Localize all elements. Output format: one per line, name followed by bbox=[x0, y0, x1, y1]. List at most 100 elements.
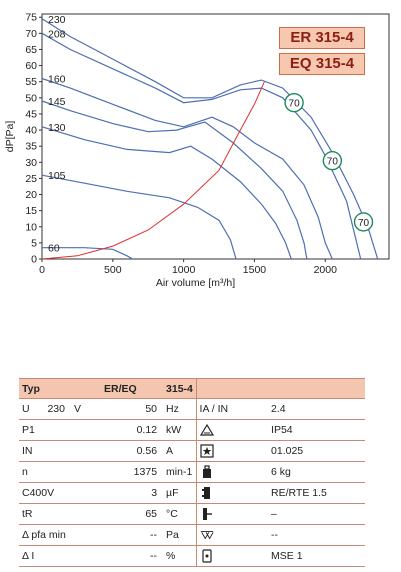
plot-frame bbox=[41, 13, 390, 260]
fan-curve-208 bbox=[41, 32, 362, 260]
fan-curve-105 bbox=[41, 174, 237, 260]
x-axis-label: Air volume [m³/h] bbox=[156, 277, 235, 289]
fan-curve-label-130: 130 bbox=[48, 122, 66, 134]
pressure-switch-icon bbox=[196, 524, 219, 546]
row-speed-symbol: n bbox=[19, 461, 102, 483]
y-tick-label: 70 bbox=[25, 28, 37, 40]
fan-curve-60 bbox=[42, 247, 133, 260]
y-tick-label: 30 bbox=[25, 157, 37, 169]
fan-curve-145 bbox=[41, 100, 308, 260]
x-tick-label: 1500 bbox=[243, 264, 267, 276]
row-frequency-unit: Hz bbox=[163, 398, 197, 420]
table-row: n 1375 min-1 6 kg bbox=[19, 461, 366, 483]
x-tick-label: 0 bbox=[39, 264, 45, 276]
row-pressure-switch-value: -- bbox=[268, 524, 366, 546]
row-current-ratio-label: IA / IN bbox=[196, 398, 269, 420]
operating-point-label: 70 bbox=[358, 218, 370, 229]
row-motor-switch-value: MSE 1 bbox=[268, 545, 366, 567]
header-model: ER/EQ bbox=[101, 378, 164, 399]
operating-point-marker bbox=[322, 150, 343, 171]
row-speed-controller-value: RE/RTE 1.5 bbox=[268, 482, 366, 504]
table-row: Δ I -- % MSE 1 bbox=[19, 545, 366, 567]
table-row: U 230 V 50 Hz IA / IN 2.4 bbox=[19, 398, 366, 420]
operating-point-label: 70 bbox=[327, 157, 339, 168]
x-tick-label: 2000 bbox=[314, 264, 338, 276]
fan-curve-label-160: 160 bbox=[48, 73, 66, 85]
fan-curve-160 bbox=[41, 77, 333, 260]
row-power-symbol: P1 bbox=[19, 419, 102, 441]
fan-curve-label-60: 60 bbox=[48, 243, 60, 255]
fan-curve-label-230: 230 bbox=[48, 14, 66, 26]
thermal-contact-icon bbox=[196, 503, 219, 525]
operating-point-marker bbox=[353, 212, 374, 232]
table-row: tR 65 °C – bbox=[19, 503, 366, 525]
row-voltage-unit: V bbox=[71, 398, 102, 420]
y-tick-label: 25 bbox=[25, 173, 37, 185]
row-pressure-value: -- bbox=[101, 524, 164, 546]
table-row: C400V 3 µF RE/RTE 1.5 bbox=[19, 482, 366, 504]
row-weight-value: 6 kg bbox=[268, 461, 366, 483]
row-power-value: 0.12 bbox=[101, 419, 164, 441]
spec-table: Typ ER/EQ 315-4 U 230 V 50 Hz IA / IN 2.… bbox=[19, 378, 366, 567]
switch-icon bbox=[196, 545, 219, 567]
row-current-unit: A bbox=[163, 440, 197, 462]
weight-icon bbox=[196, 461, 219, 483]
y-tick-label: 75 bbox=[25, 12, 37, 24]
row-frequency-value: 50 bbox=[101, 398, 164, 420]
row-voltage-value: 230 bbox=[34, 398, 71, 420]
header-number: 315-4 bbox=[163, 378, 197, 399]
y-tick-label: 50 bbox=[25, 92, 37, 104]
fan-curve-label-208: 208 bbox=[48, 28, 66, 40]
table-row: Δ pfa min -- Pa -- bbox=[19, 524, 366, 546]
y-tick-label: 35 bbox=[25, 141, 37, 153]
fan-curve-label-145: 145 bbox=[48, 96, 66, 108]
y-tick-label: 55 bbox=[25, 76, 37, 88]
table-row: P1 0.12 kW IP54 bbox=[19, 419, 366, 441]
model-label-eq: EQ 315-4 bbox=[279, 53, 365, 75]
y-tick-label: 45 bbox=[25, 108, 37, 120]
row-pressure-symbol: Δ pfa min bbox=[19, 524, 102, 546]
header-typ: Typ bbox=[19, 378, 102, 399]
y-tick-label: 40 bbox=[25, 125, 37, 137]
row-delta-i-unit: % bbox=[163, 545, 197, 567]
y-tick-label: 0 bbox=[31, 254, 37, 266]
terminal-block-icon bbox=[196, 482, 219, 504]
row-capacitor-value: 3 bbox=[101, 482, 164, 504]
row-protection-value: IP54 bbox=[268, 419, 366, 441]
x-tick-label: 500 bbox=[104, 264, 122, 276]
fan-curve-label-105: 105 bbox=[48, 170, 66, 182]
row-delta-i-symbol: Δ I bbox=[19, 545, 102, 567]
row-speed-value: 1375 bbox=[101, 461, 164, 483]
row-temperature-value: 65 bbox=[101, 503, 164, 525]
row-thermal-contact-value: – bbox=[268, 503, 366, 525]
protection-class-triangle-icon bbox=[196, 419, 219, 441]
star-box-icon bbox=[196, 440, 219, 462]
y-tick-label: 20 bbox=[25, 189, 37, 201]
row-power-unit: kW bbox=[163, 419, 197, 441]
y-tick-label: 60 bbox=[25, 60, 37, 72]
row-temperature-symbol: tR bbox=[19, 503, 102, 525]
operating-point-label: 70 bbox=[289, 99, 301, 110]
fan-curve-130 bbox=[41, 126, 292, 260]
y-axis-label: dP[Pa] bbox=[4, 121, 16, 153]
y-tick-label: 65 bbox=[25, 44, 37, 56]
y-tick-label: 5 bbox=[31, 237, 37, 249]
row-current-value: 0.56 bbox=[101, 440, 164, 462]
row-current-symbol: IN bbox=[19, 440, 102, 462]
row-capacitor-unit: µF bbox=[163, 482, 197, 504]
row-temperature-unit: °C bbox=[163, 503, 197, 525]
system-curve bbox=[41, 81, 265, 260]
spec-table-header: Typ ER/EQ 315-4 bbox=[19, 378, 366, 399]
row-speed-unit: min-1 bbox=[163, 461, 197, 483]
fan-curve-230 bbox=[41, 18, 379, 260]
row-wiring-diagram-value: 01.025 bbox=[268, 440, 366, 462]
x-tick-label: 1000 bbox=[172, 264, 196, 276]
table-row: IN 0.56 A 01.025 bbox=[19, 440, 366, 462]
y-tick-label: 15 bbox=[25, 205, 37, 217]
row-capacitor-symbol: C400V bbox=[19, 482, 102, 504]
header-right-blank bbox=[196, 378, 366, 399]
operating-point-marker bbox=[284, 92, 304, 113]
y-tick-label: 10 bbox=[25, 221, 37, 233]
row-current-ratio-value: 2.4 bbox=[268, 398, 366, 420]
model-label-er: ER 315-4 bbox=[279, 27, 365, 49]
